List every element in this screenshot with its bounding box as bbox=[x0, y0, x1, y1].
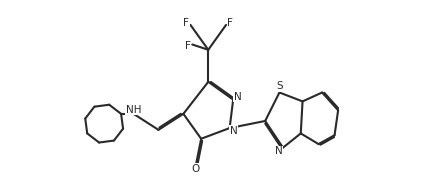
Text: NH: NH bbox=[126, 105, 142, 115]
Text: F: F bbox=[183, 18, 189, 28]
Text: O: O bbox=[192, 164, 200, 174]
Text: F: F bbox=[185, 41, 191, 51]
Text: F: F bbox=[227, 18, 233, 28]
Text: S: S bbox=[276, 81, 283, 91]
Text: N: N bbox=[234, 92, 241, 102]
Text: N: N bbox=[230, 126, 238, 136]
Text: N: N bbox=[275, 146, 283, 156]
